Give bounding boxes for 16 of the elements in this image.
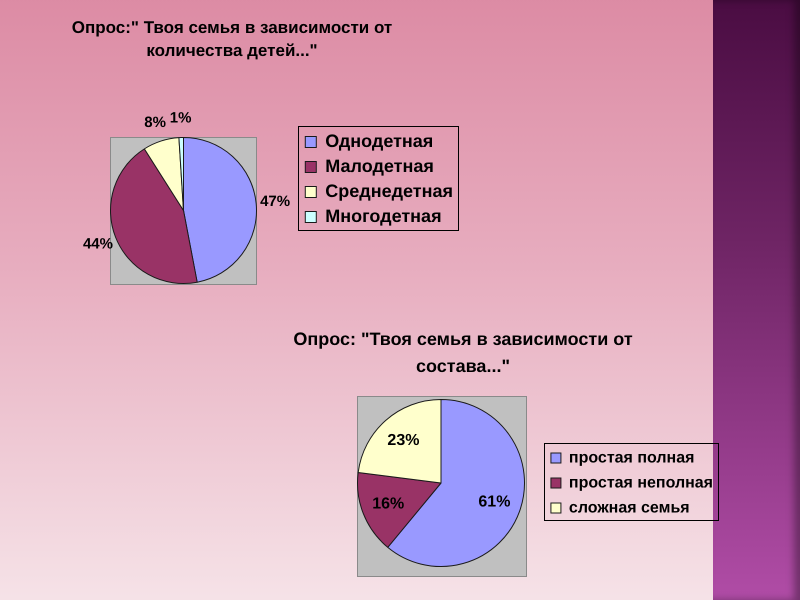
- data-label: 47%: [260, 192, 290, 210]
- data-label: 1%: [170, 110, 192, 127]
- data-label: 44%: [82, 236, 113, 253]
- chart-title: Опрос: "Твоя семья в зависимости от состава...": [292, 328, 634, 378]
- legend-label: простая неполная: [568, 474, 713, 492]
- legend-label: сложная семья: [568, 499, 690, 516]
- data-label: 61%: [478, 494, 510, 511]
- data-label: 23%: [387, 432, 420, 449]
- legend-label: Среднедетная: [325, 180, 454, 201]
- data-label: 16%: [372, 495, 404, 512]
- legend-label: Однодетная: [325, 130, 434, 151]
- chart-title: Опрос:" Твоя семья в зависимости от количества детей...": [70, 17, 394, 62]
- legend-label: Многодетная: [325, 206, 442, 226]
- data-label: 8%: [144, 114, 166, 132]
- legend-label: Малодетная: [325, 156, 434, 176]
- legend-label: простая полная: [568, 449, 694, 466]
